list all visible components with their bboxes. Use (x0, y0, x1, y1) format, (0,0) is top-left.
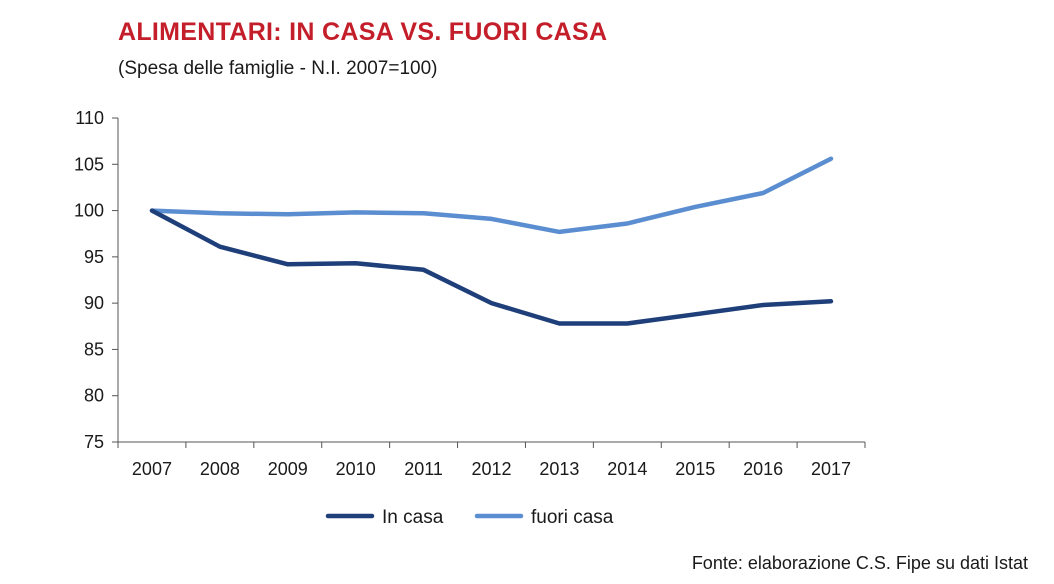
x-tick-label: 2013 (539, 459, 579, 479)
y-tick-label: 75 (84, 432, 104, 452)
chart-title: ALIMENTARI: IN CASA VS. FUORI CASA (118, 18, 608, 46)
series-line-in-casa (149, 208, 834, 326)
x-tick-label: 2007 (132, 459, 172, 479)
y-tick-label: 95 (84, 247, 104, 267)
x-tick-label: 2012 (471, 459, 511, 479)
source-note: Fonte: elaborazione C.S. Fipe su dati Is… (691, 553, 1028, 573)
y-tick-label: 105 (74, 154, 104, 174)
x-tick-label: 2014 (607, 459, 647, 479)
series-layer (149, 156, 834, 326)
legend-label-in-casa: In casa (382, 507, 444, 528)
y-tick-label: 110 (75, 108, 104, 128)
x-tick-label: 2010 (336, 459, 376, 479)
y-tick-label: 85 (84, 339, 104, 359)
y-axis: 110 105 100 95 90 85 80 75 (74, 108, 119, 452)
x-tick-label: 2008 (200, 459, 240, 479)
series-line-fuori-casa (149, 156, 834, 235)
y-tick-label: 100 (74, 201, 104, 221)
x-tick-label: 2016 (743, 459, 783, 479)
y-tick-label: 90 (84, 293, 104, 313)
x-axis: 2007 2008 2009 2010 2011 2012 2013 2014 2015 2016… (117, 441, 866, 479)
x-tick-label: 2011 (404, 459, 443, 479)
x-tick-label: 2015 (675, 459, 715, 479)
x-tick-label: 2009 (268, 459, 308, 479)
x-tick-label: 2017 (811, 459, 851, 479)
legend: In casa fuori casa (325, 507, 614, 528)
legend-label-fuori-casa: fuori casa (531, 507, 614, 528)
y-tick-label: 80 (84, 386, 104, 406)
chart-subtitle: (Spesa delle famiglie - N.I. 2007=100) (118, 58, 438, 79)
